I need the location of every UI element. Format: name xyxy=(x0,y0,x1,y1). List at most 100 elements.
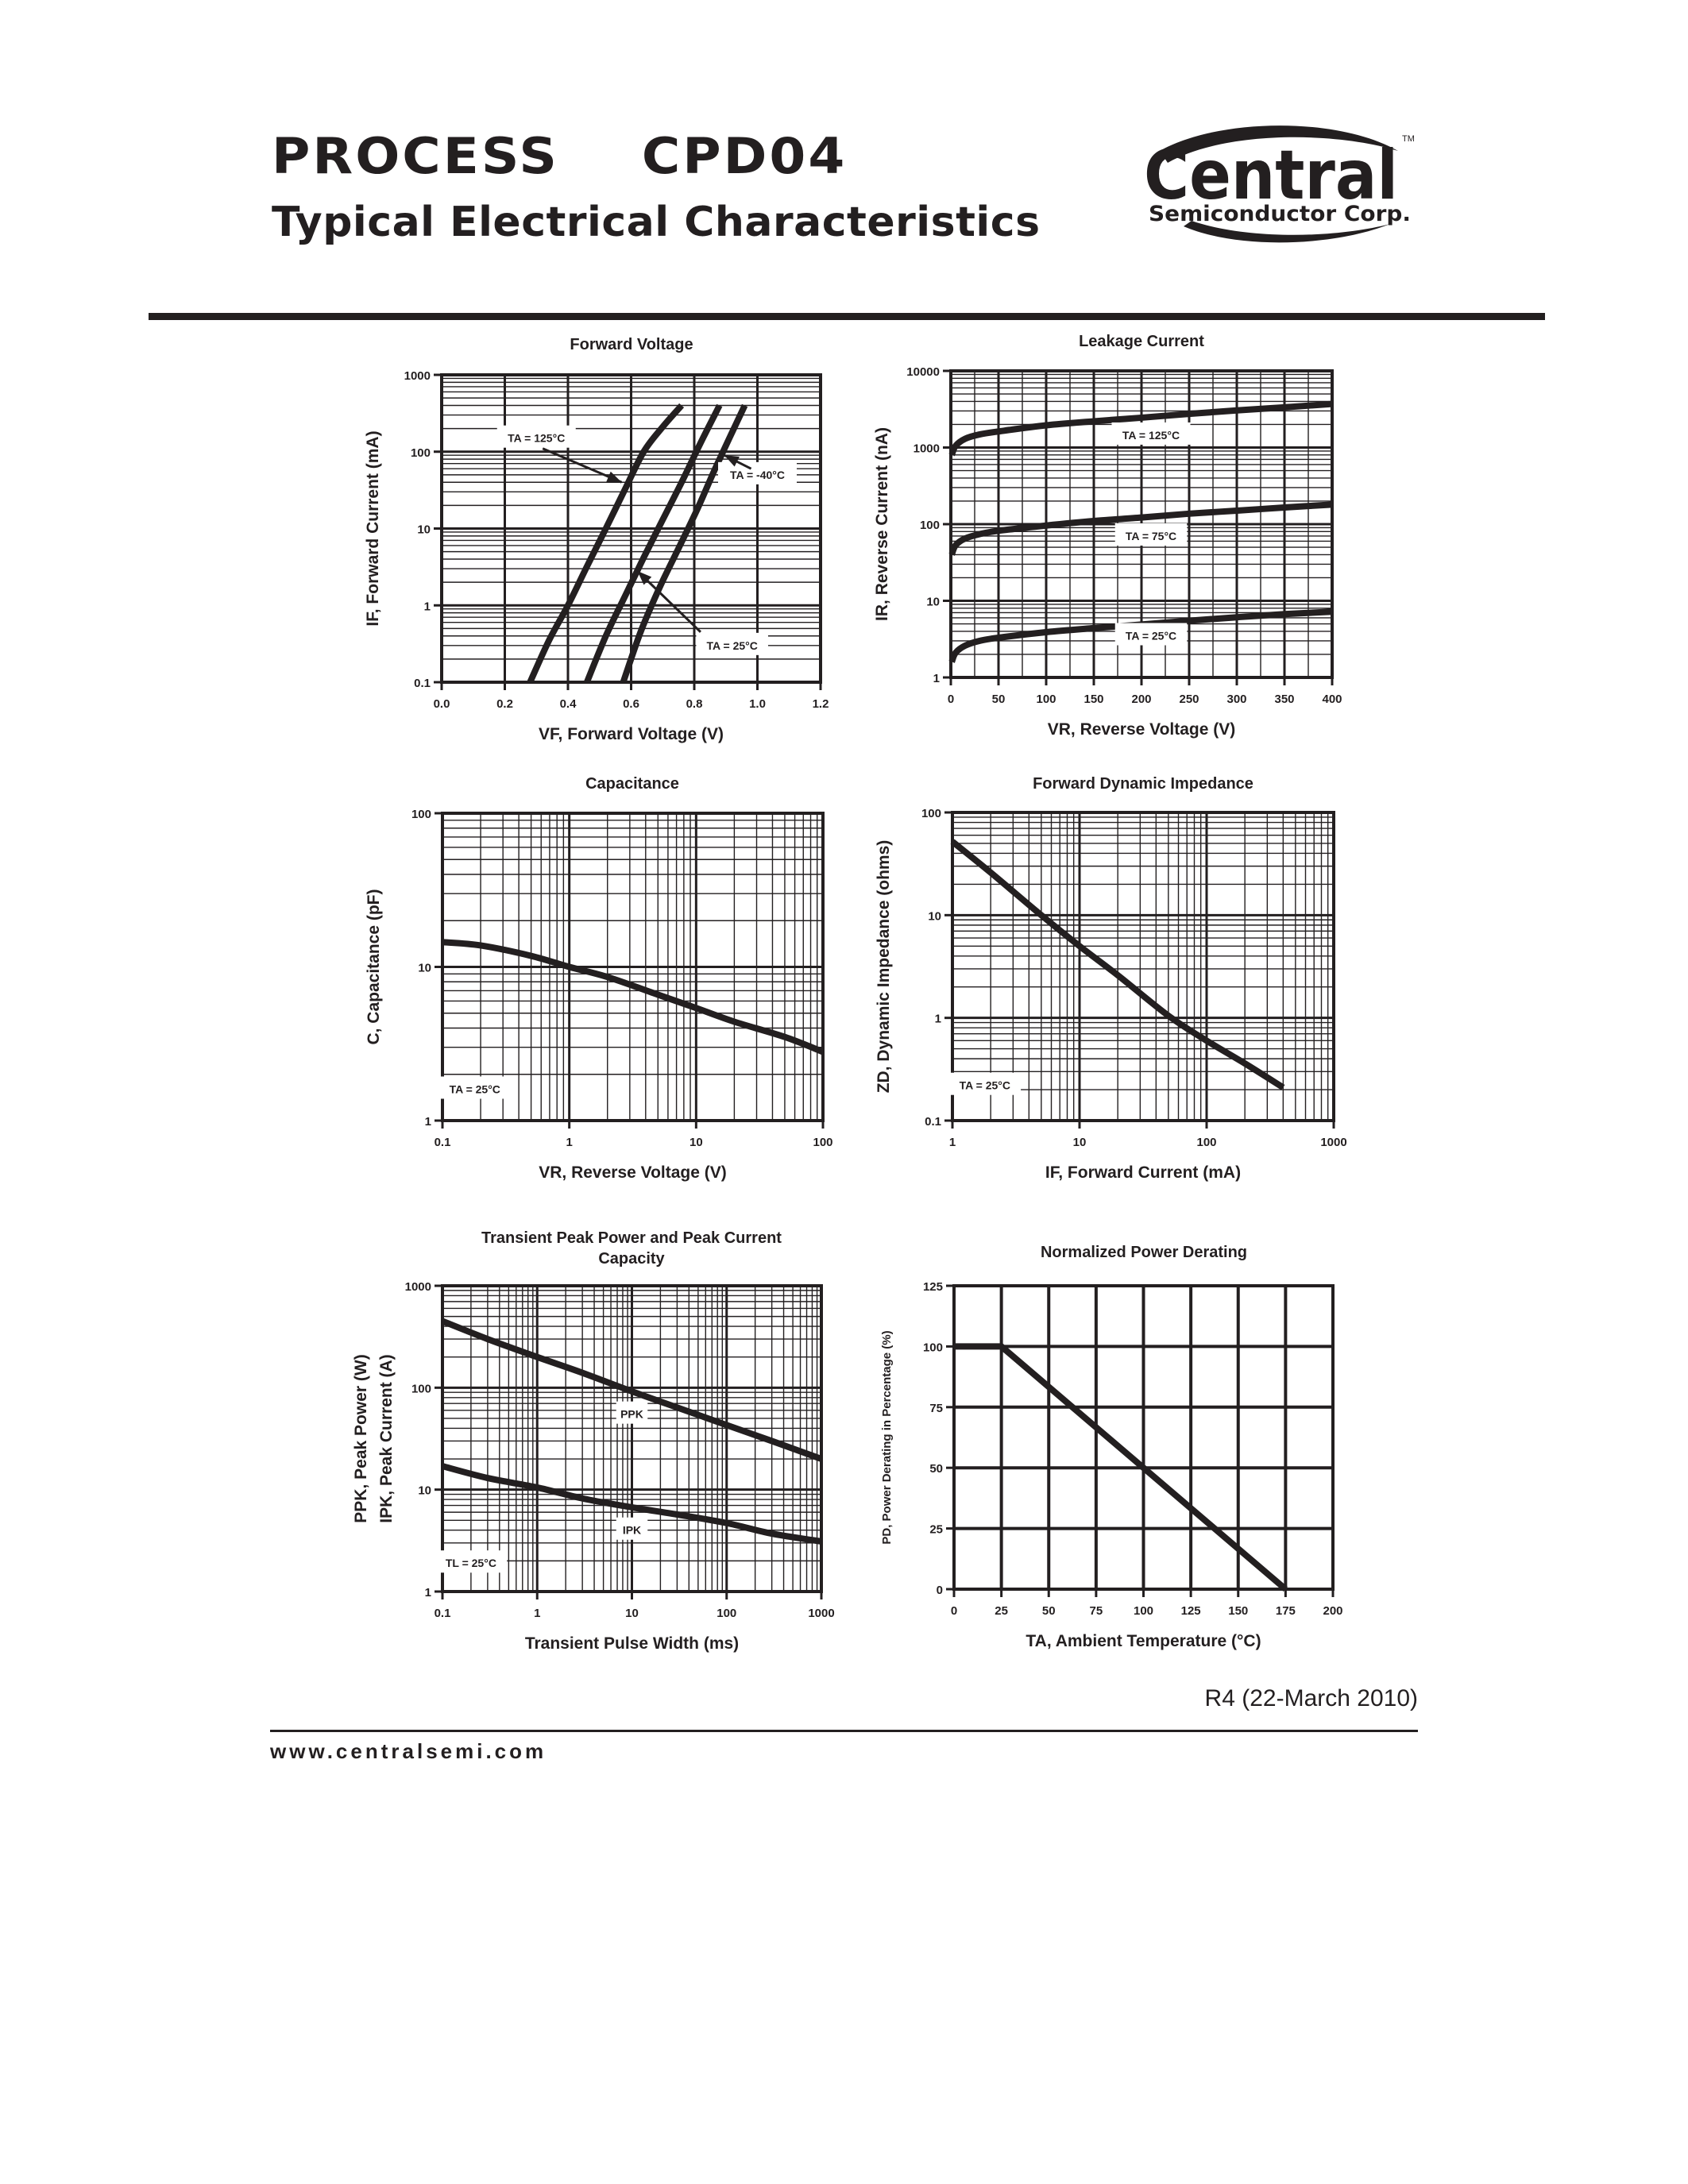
series-line xyxy=(442,939,825,1055)
x-tick-label: 0 xyxy=(951,1604,957,1618)
y-tick-label: 100 xyxy=(411,446,431,460)
series-line xyxy=(948,501,1333,556)
logo-swoosh-top xyxy=(1160,125,1398,163)
x-tick-label: 100 xyxy=(1134,1604,1153,1618)
x-tick-label: 1.0 xyxy=(749,697,766,711)
series-line xyxy=(948,400,1333,457)
series-annotation: TA = 125°C xyxy=(1122,429,1180,442)
y-tick-label: 0.1 xyxy=(925,1115,941,1129)
x-axis-label: VR, Reverse Voltage (V) xyxy=(1048,720,1236,739)
x-tick-label: 0.1 xyxy=(435,1607,451,1620)
x-tick-label: 1 xyxy=(949,1136,956,1149)
x-tick-label: 10 xyxy=(625,1607,639,1620)
y-tick-label: 1000 xyxy=(404,369,431,383)
x-tick-label: 1.2 xyxy=(813,697,829,711)
x-axis-label: TA, Ambient Temperature (°C) xyxy=(1026,1632,1261,1650)
y-tick-label: 10 xyxy=(926,596,940,609)
x-tick-label: 400 xyxy=(1322,693,1342,706)
grid xyxy=(441,812,825,1122)
x-tick-label: 150 xyxy=(1228,1604,1248,1618)
x-axis-label: VF, Forward Voltage (V) xyxy=(539,725,724,743)
series-line xyxy=(441,1318,823,1462)
series-line xyxy=(584,403,723,684)
logo-tm: TM xyxy=(1402,134,1415,144)
x-tick-label: 150 xyxy=(1083,693,1103,706)
revision-label: R4 (22-March 2010) xyxy=(1204,1685,1418,1711)
tick-labels: 0 25 50 75 100 125 0 25 50 75 100 125 150 175 200 xyxy=(923,1280,1343,1618)
x-tick-label: 200 xyxy=(1323,1604,1342,1618)
y-axis-label: IR, Reverse Current (nA) xyxy=(873,427,891,621)
series-annotation: IPK xyxy=(623,1524,641,1537)
x-tick-label: 100 xyxy=(813,1136,832,1149)
series-annotation: PPK xyxy=(620,1408,643,1421)
tick-labels: 0.1 1 10 100 1 10 100 1000 xyxy=(921,807,1347,1149)
series-line xyxy=(948,608,1333,663)
y-tick-label: 0.1 xyxy=(414,677,431,690)
arrow-icon xyxy=(637,570,652,585)
x-tick-label: 125 xyxy=(1181,1604,1201,1618)
y-axis-label: ZD, Dynamic Impedance (ohms) xyxy=(875,840,893,1094)
y-tick-label: 100 xyxy=(920,519,940,532)
y-axis-label: PPK, Peak Power (W) xyxy=(352,1354,370,1522)
y-axis-label: C, Capacitance (pF) xyxy=(365,889,383,1044)
series-annotation: TL = 25°C xyxy=(446,1557,496,1569)
y-tick-label: 75 xyxy=(929,1402,943,1415)
arrow-icon xyxy=(724,455,740,467)
series-annotation: TA = 25°C xyxy=(960,1079,1010,1092)
y-tick-label: 10000 xyxy=(906,365,940,379)
central-logo: Central TM Semiconductor Corp. xyxy=(1144,125,1415,243)
y-axis-label: IPK, Peak Current (A) xyxy=(377,1354,396,1522)
x-tick-label: 0.0 xyxy=(434,697,450,711)
x-tick-label: 200 xyxy=(1131,693,1151,706)
chart-title: Forward Voltage xyxy=(570,336,693,353)
grid xyxy=(952,1284,1335,1591)
y-tick-label: 10 xyxy=(928,909,941,923)
y-tick-label: 1 xyxy=(935,1013,941,1026)
x-tick-label: 175 xyxy=(1276,1604,1296,1618)
y-tick-label: 1 xyxy=(424,600,431,613)
y-tick-label: 1000 xyxy=(405,1280,431,1294)
x-tick-label: 10 xyxy=(689,1136,703,1149)
y-tick-label: 0 xyxy=(937,1584,943,1597)
x-tick-label: 0.1 xyxy=(435,1136,451,1149)
y-tick-label: 1 xyxy=(425,1586,431,1599)
x-tick-label: 350 xyxy=(1274,693,1294,706)
chart-title: Forward Dynamic Impedance xyxy=(1033,775,1253,793)
series-annotation: TA = 125°C xyxy=(508,432,565,445)
series-annotation: TA = 25°C xyxy=(1126,629,1176,642)
chart-title: Capacitance xyxy=(585,775,679,793)
x-axis-label: IF, Forward Current (mA) xyxy=(1045,1163,1241,1182)
y-axis-label: IF, Forward Current (mA) xyxy=(364,430,382,626)
x-tick-label: 0.6 xyxy=(623,697,639,711)
x-tick-label: 250 xyxy=(1179,693,1199,706)
y-tick-label: 125 xyxy=(923,1280,943,1294)
x-tick-label: 100 xyxy=(1036,693,1056,706)
series-annotation: TA = 25°C xyxy=(707,639,758,652)
website-link[interactable]: www.centralsemi.com xyxy=(270,1739,547,1763)
chart-title: Normalized Power Derating xyxy=(1041,1244,1247,1261)
x-tick-label: 0.8 xyxy=(686,697,703,711)
logo-swoosh-bottom xyxy=(1184,221,1390,243)
chart-title: Transient Peak Power and Peak Current Cap… xyxy=(481,1229,782,1268)
series-line xyxy=(950,839,1285,1090)
header-divider xyxy=(149,313,1545,320)
series-line xyxy=(441,1463,822,1545)
x-axis-label: VR, Reverse Voltage (V) xyxy=(539,1163,727,1182)
x-axis-label: Transient Pulse Width (ms) xyxy=(525,1634,739,1653)
chart-forward-voltage: 0.1 1 10 100 1000 0.0 0.2 0.4 0.6 0.8 1.0 1.2 TA = 1… xyxy=(364,336,829,743)
tick-labels: 1 10 100 1000 10000 0 50 100 150 200 250 300 350 400 xyxy=(906,365,1342,706)
x-tick-label: 1000 xyxy=(1320,1136,1346,1149)
y-tick-label: 100 xyxy=(411,1382,431,1395)
x-tick-label: 0.2 xyxy=(496,697,513,711)
x-tick-label: 1 xyxy=(566,1136,572,1149)
x-tick-label: 10 xyxy=(1073,1136,1087,1149)
series-line xyxy=(527,403,685,684)
x-tick-label: 25 xyxy=(995,1604,1008,1618)
y-tick-label: 10 xyxy=(418,962,431,975)
x-tick-label: 100 xyxy=(717,1607,736,1620)
chart-capacitance: 1 10 100 0.1 1 10 100 TA = 25°C Capacitance VR, R… xyxy=(365,775,833,1182)
chart-normalized-power-derating: 0 25 50 75 100 125 0 25 50 75 100 125 150 175 200 Norma… xyxy=(880,1244,1343,1650)
y-tick-label: 10 xyxy=(418,1484,431,1498)
y-tick-label: 1 xyxy=(933,672,940,685)
